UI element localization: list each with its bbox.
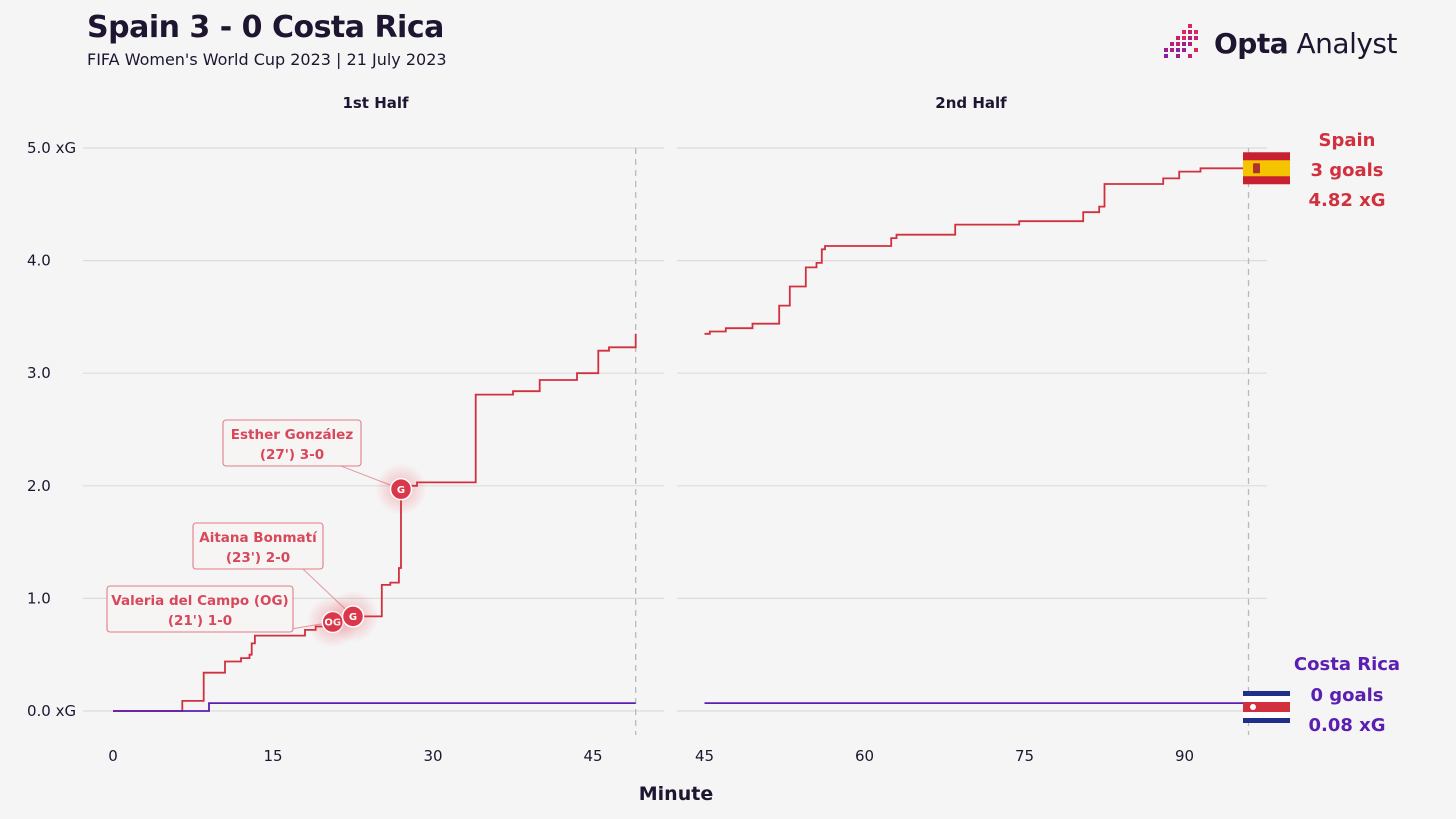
goal-callout: Aitana Bonmatí (23') 2-0 (192, 522, 354, 617)
callout-detail: (27') 3-0 (260, 447, 324, 463)
team-label: Costa Rica (1294, 654, 1400, 675)
y-tick-label: 4.0 (27, 252, 51, 270)
y-tick-label: 2.0 (27, 477, 51, 495)
panel-title: 2nd Half (935, 94, 1007, 112)
team-label: 3 goals (1310, 160, 1383, 181)
team-label: Spain (1319, 130, 1376, 151)
y-tick-label: 1.0 (27, 589, 51, 607)
opta-logo-icon (1164, 24, 1198, 58)
callout-player: Valeria del Campo (OG) (111, 593, 288, 609)
team-label: 0.08 xG (1308, 715, 1385, 736)
goal-marker: G (327, 590, 380, 643)
opta-analyst-logo: Opta Analyst (1162, 22, 1397, 64)
team-flags (1243, 152, 1290, 723)
series-line-spain (704, 167, 1249, 335)
flag-emblem (1253, 163, 1260, 174)
series-line-costa-rica (113, 702, 636, 712)
end-of-half-lines (635, 148, 1250, 735)
marker-label: G (349, 612, 357, 623)
y-tick-label: 3.0 (27, 364, 51, 382)
costa-rica-flag-icon (1243, 690, 1290, 723)
callout-box (192, 522, 324, 570)
x-tick-label: 45 (583, 747, 602, 765)
flag-stripe (1243, 160, 1290, 177)
x-tick-label: 60 (855, 747, 874, 765)
marker-circle (389, 477, 413, 501)
y-tick-label: 5.0 xG (27, 139, 76, 157)
goal-callout: Esther González (27') 3-0 (222, 419, 402, 490)
x-tick-label: 45 (695, 747, 714, 765)
y-tick-label: 0.0 xG (27, 702, 76, 720)
goal-callout: Valeria del Campo (OG) (21') 1-0 (106, 585, 333, 633)
callout-box (222, 419, 362, 467)
flag-emblem (1250, 703, 1256, 710)
flag-stripe (1243, 701, 1290, 712)
panel-title: 1st Half (342, 94, 409, 112)
x-axis-label: Minute (639, 783, 713, 805)
callout-player: Esther González (231, 427, 354, 443)
logo-bold: Opta (1214, 26, 1289, 60)
x-tick-label: 90 (1175, 747, 1194, 765)
logo-regular: Analyst (1288, 26, 1398, 60)
x-axis-ticks: 0 15 30 45 45 60 75 90 (108, 747, 1194, 765)
spain-flag-icon (1243, 152, 1290, 185)
team-label: 0 goals (1310, 685, 1383, 706)
x-tick-label: 75 (1015, 747, 1034, 765)
series-lines (113, 167, 1249, 712)
panel-titles: 1st Half 2nd Half (342, 94, 1007, 112)
marker-label: G (397, 485, 405, 496)
callout-detail: (23') 2-0 (226, 550, 290, 566)
x-tick-label: 15 (263, 747, 282, 765)
team-label: 4.82 xG (1308, 190, 1385, 211)
team-labels: Spain 3 goals 4.82 xG Costa Rica 0 goals 0.08… (1294, 130, 1400, 736)
chart-subtitle: FIFA Women's World Cup 2023 | 21 July 20… (87, 50, 447, 69)
callout-box (106, 585, 294, 633)
x-tick-label: 30 (423, 747, 442, 765)
callout-detail: (21') 1-0 (168, 613, 232, 629)
callout-player: Aitana Bonmatí (199, 530, 318, 546)
chart-title: Spain 3 - 0 Costa Rica (87, 10, 444, 45)
x-tick-label: 0 (108, 747, 118, 765)
y-axis-ticks: 0.0 xG 1.0 2.0 3.0 4.0 5.0 xG (27, 139, 76, 720)
logo-wordmark: Opta Analyst (1214, 27, 1397, 60)
goal-markers: OGGG (306, 463, 428, 649)
goal-marker: G (375, 463, 428, 516)
series-line-spain (113, 333, 637, 712)
marker-circle (341, 605, 365, 628)
